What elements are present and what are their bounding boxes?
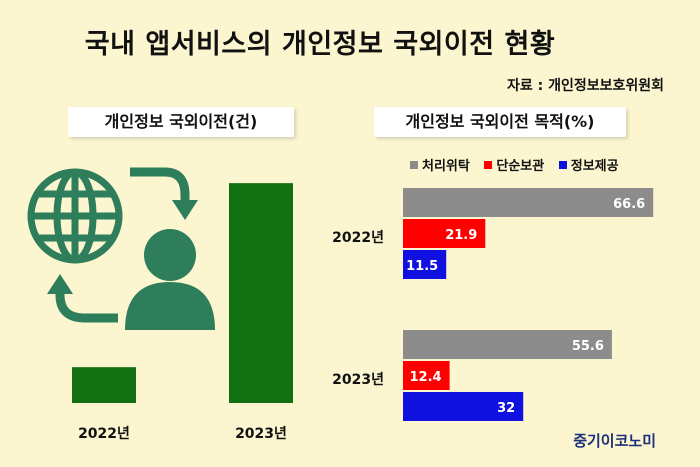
- arrow-head-down-icon: [172, 200, 198, 220]
- legend-label-3: 정보제공: [570, 159, 619, 174]
- right-value-label-2-2: 12.4: [410, 370, 442, 385]
- right-chart-title: 개인정보 국외이전 목적(%): [374, 107, 626, 137]
- left-category-label-1: 2022년: [78, 426, 130, 442]
- right-bar-1-2: [403, 219, 486, 248]
- right-category-label-2: 2023년: [332, 372, 384, 388]
- legend-label-2: 단순보관: [496, 159, 545, 174]
- right-value-label-2-3: 32: [497, 401, 515, 416]
- right-bar-1-3: [403, 250, 447, 279]
- right-value-label-1-2: 21.9: [445, 228, 477, 243]
- globe-icon: [27, 168, 123, 264]
- left-bar-1: [72, 367, 136, 403]
- arrow-head-up-icon: [47, 274, 73, 294]
- left-bars: [72, 183, 293, 403]
- right-bar-2-2: [403, 361, 450, 390]
- left-chart-title: 개인정보 국외이전(건): [68, 107, 294, 137]
- left-bar-2: [229, 183, 293, 403]
- person-icon: [125, 229, 215, 330]
- right-category-labels: 2022년 2023년: [332, 230, 384, 388]
- legend-swatch-3: [558, 161, 567, 169]
- legend-item-1: 처리위탁: [410, 155, 470, 174]
- right-value-label-2-1: 55.6: [572, 339, 604, 354]
- legend-swatch-2: [484, 161, 493, 169]
- left-category-label-2: 2023년: [235, 426, 287, 442]
- legend-item-2: 단순보관: [484, 155, 544, 174]
- brand-logo-text: 중기이코노미: [573, 432, 656, 450]
- legend-label-1: 처리위탁: [422, 159, 470, 174]
- right-bar-1-1: [403, 188, 654, 217]
- right-bar-2-1: [403, 330, 612, 359]
- globe-person-transfer-icon: [27, 167, 215, 330]
- legend-item-3: 정보제공: [558, 155, 619, 174]
- right-value-labels: 66.6 21.9 11.5 55.6 12.4 32: [406, 197, 645, 416]
- right-category-label-1: 2022년: [332, 230, 384, 246]
- legend: 처리위탁 단순보관 정보제공: [410, 155, 629, 174]
- source-note: 자료 : 개인정보보호위원회: [506, 78, 664, 94]
- right-value-label-1-1: 66.6: [613, 197, 645, 212]
- arrow-right-icon: [130, 167, 190, 202]
- right-value-label-1-3: 11.5: [406, 259, 438, 274]
- legend-swatch-1: [410, 161, 418, 169]
- arrow-left-icon: [55, 292, 118, 323]
- right-bar-2-3: [403, 392, 524, 421]
- page-title: 국내 앱서비스의 개인정보 국외이전 현황: [84, 29, 556, 60]
- left-category-labels: 2022년 2023년: [78, 426, 287, 442]
- right-bars: [403, 188, 654, 421]
